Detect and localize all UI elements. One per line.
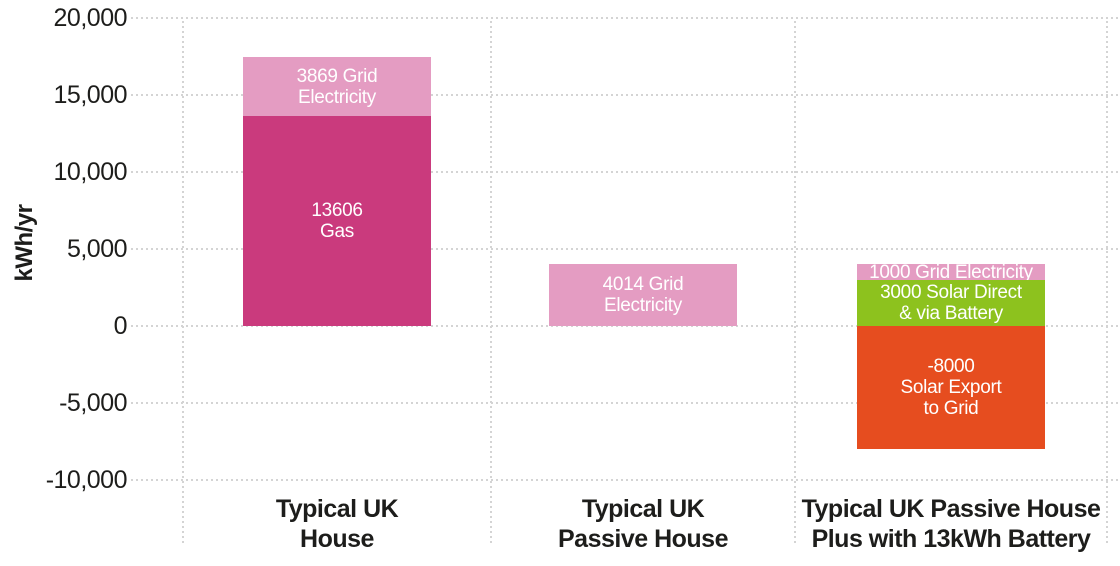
gridline-horizontal bbox=[131, 479, 1118, 481]
gridline-horizontal bbox=[131, 325, 1118, 327]
bar-segment-solar-direct-via-battery: 3000 Solar Direct & via Battery bbox=[857, 279, 1045, 326]
gridline-vertical bbox=[182, 18, 184, 543]
x-category-label-typical-uk-1: Typical UK Passive House bbox=[558, 495, 729, 553]
x-category-label-typical-uk-passive-house-2: Typical UK Passive House Plus with 13kWh… bbox=[801, 495, 1101, 553]
gridline-horizontal bbox=[131, 17, 1118, 19]
bar-segment-label: 13606 Gas bbox=[311, 200, 363, 243]
gridline-vertical bbox=[794, 18, 796, 543]
bar-segment-solar-export-to-grid: -8000 Solar Export to Grid bbox=[857, 326, 1045, 450]
bar-segment-grid-electricity: 1000 Grid Electricity bbox=[857, 262, 1045, 283]
y-tick-label: 0 bbox=[113, 312, 128, 340]
gridline-horizontal bbox=[131, 248, 1118, 250]
gridline-vertical bbox=[1106, 18, 1108, 543]
bar-segment-label: 3869 Grid Electricity bbox=[296, 65, 378, 108]
bar-segment-grid-electricity: 3869 Grid Electricity bbox=[243, 56, 431, 117]
bar-segment-label: 3000 Solar Direct & via Battery bbox=[880, 281, 1022, 324]
y-tick-label: -5,000 bbox=[59, 389, 127, 417]
gridline-horizontal bbox=[131, 402, 1118, 404]
gridline-horizontal bbox=[131, 171, 1118, 173]
bar-segment-label: 1000 Grid Electricity bbox=[869, 261, 1033, 283]
y-tick-label: 10,000 bbox=[53, 158, 128, 186]
y-tick-label: 5,000 bbox=[66, 235, 128, 263]
y-tick-label: 20,000 bbox=[53, 4, 128, 32]
gridline-horizontal bbox=[131, 94, 1118, 96]
bar-segment-gas: 13606 Gas bbox=[243, 116, 431, 326]
y-tick-label: 15,000 bbox=[53, 81, 128, 109]
gridline-vertical bbox=[490, 18, 492, 543]
x-category-label-typical-uk-0: Typical UK House bbox=[275, 495, 399, 553]
y-tick-label: -10,000 bbox=[45, 466, 128, 494]
bar-segment-label: -8000 Solar Export to Grid bbox=[900, 356, 1002, 420]
bar-segment-grid-electricity: 4014 Grid Electricity bbox=[549, 264, 737, 326]
bar-segment-label: 4014 Grid Electricity bbox=[602, 274, 684, 317]
